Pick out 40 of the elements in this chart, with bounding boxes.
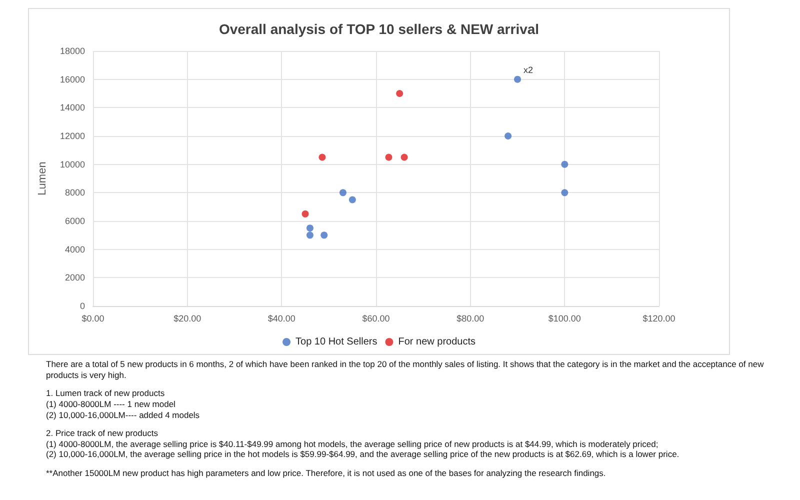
point — [396, 90, 404, 97]
y-tick-label: 2000 — [64, 272, 85, 283]
y-tick-label: 0 — [80, 301, 85, 311]
y-tick-label: 18000 — [60, 46, 85, 56]
text: **Another 15000LM new product has high parameters and low price. Therefore, it is not used as one of the bases for analyzing the research findings. — [46, 468, 607, 479]
y-tick-label: 10000 — [60, 159, 85, 170]
point — [514, 76, 521, 83]
x-tick-label: $80.00 — [456, 314, 484, 324]
point — [302, 210, 309, 218]
point — [561, 189, 568, 196]
y-tick-label: 4000 — [64, 244, 85, 254]
legend-label: For new products — [398, 336, 476, 348]
y-tick-label: 8000 — [64, 188, 85, 198]
text: 2. Price track of new products (1) 4000-8000LM, the average selling price is $40.11-$49.99 among hot models, the average selling price of new products is at $44.99, which is moderately priced; (2) 10,000-16,000LM, the average selling price in the hot models is $59.99-$64.99, and the average selling price of the new products is at $62.69, which is a lower price. — [46, 428, 680, 460]
text: There are a total of 5 new products in 6 months, 2 of which have been ranked in the top 20 of the monthly sales of listing. It shows that the category is in the market and the acceptance of new products is very high. — [46, 359, 765, 380]
y-axis-title: Lumen — [36, 162, 48, 196]
point — [385, 154, 392, 161]
point — [339, 189, 346, 196]
point — [306, 232, 314, 239]
x-tick-label: $60.00 — [362, 314, 390, 324]
x-tick-label: $20.00 — [174, 314, 202, 324]
y-tick-label: 12000 — [60, 131, 85, 141]
point — [318, 154, 326, 161]
point — [561, 160, 568, 168]
x-tick-label: $120.00 — [642, 314, 676, 324]
y-tick-label: 6000 — [64, 216, 85, 226]
x-tick-label: $100.00 — [548, 314, 581, 324]
legend-label: Top 10 Hot Sellers — [296, 336, 378, 348]
point — [306, 224, 314, 232]
point — [320, 232, 328, 239]
text: 1. Lumen track of new products (1) 4000-8000LM ---- 1 new model (2) 10,000-16,000LM---- added 4 models — [46, 388, 201, 420]
point — [400, 154, 408, 161]
x-tick-label: $0.00 — [82, 314, 104, 324]
point — [504, 132, 512, 140]
point — [348, 196, 356, 204]
chart-title: Overall analysis of TOP 10 sellers & NEW arrival — [218, 21, 540, 37]
x-tick-label: $40.00 — [268, 314, 296, 324]
y-tick-label: 16000 — [60, 74, 85, 84]
annotation: x2 — [524, 64, 534, 75]
y-tick-label: 14000 — [60, 102, 85, 113]
